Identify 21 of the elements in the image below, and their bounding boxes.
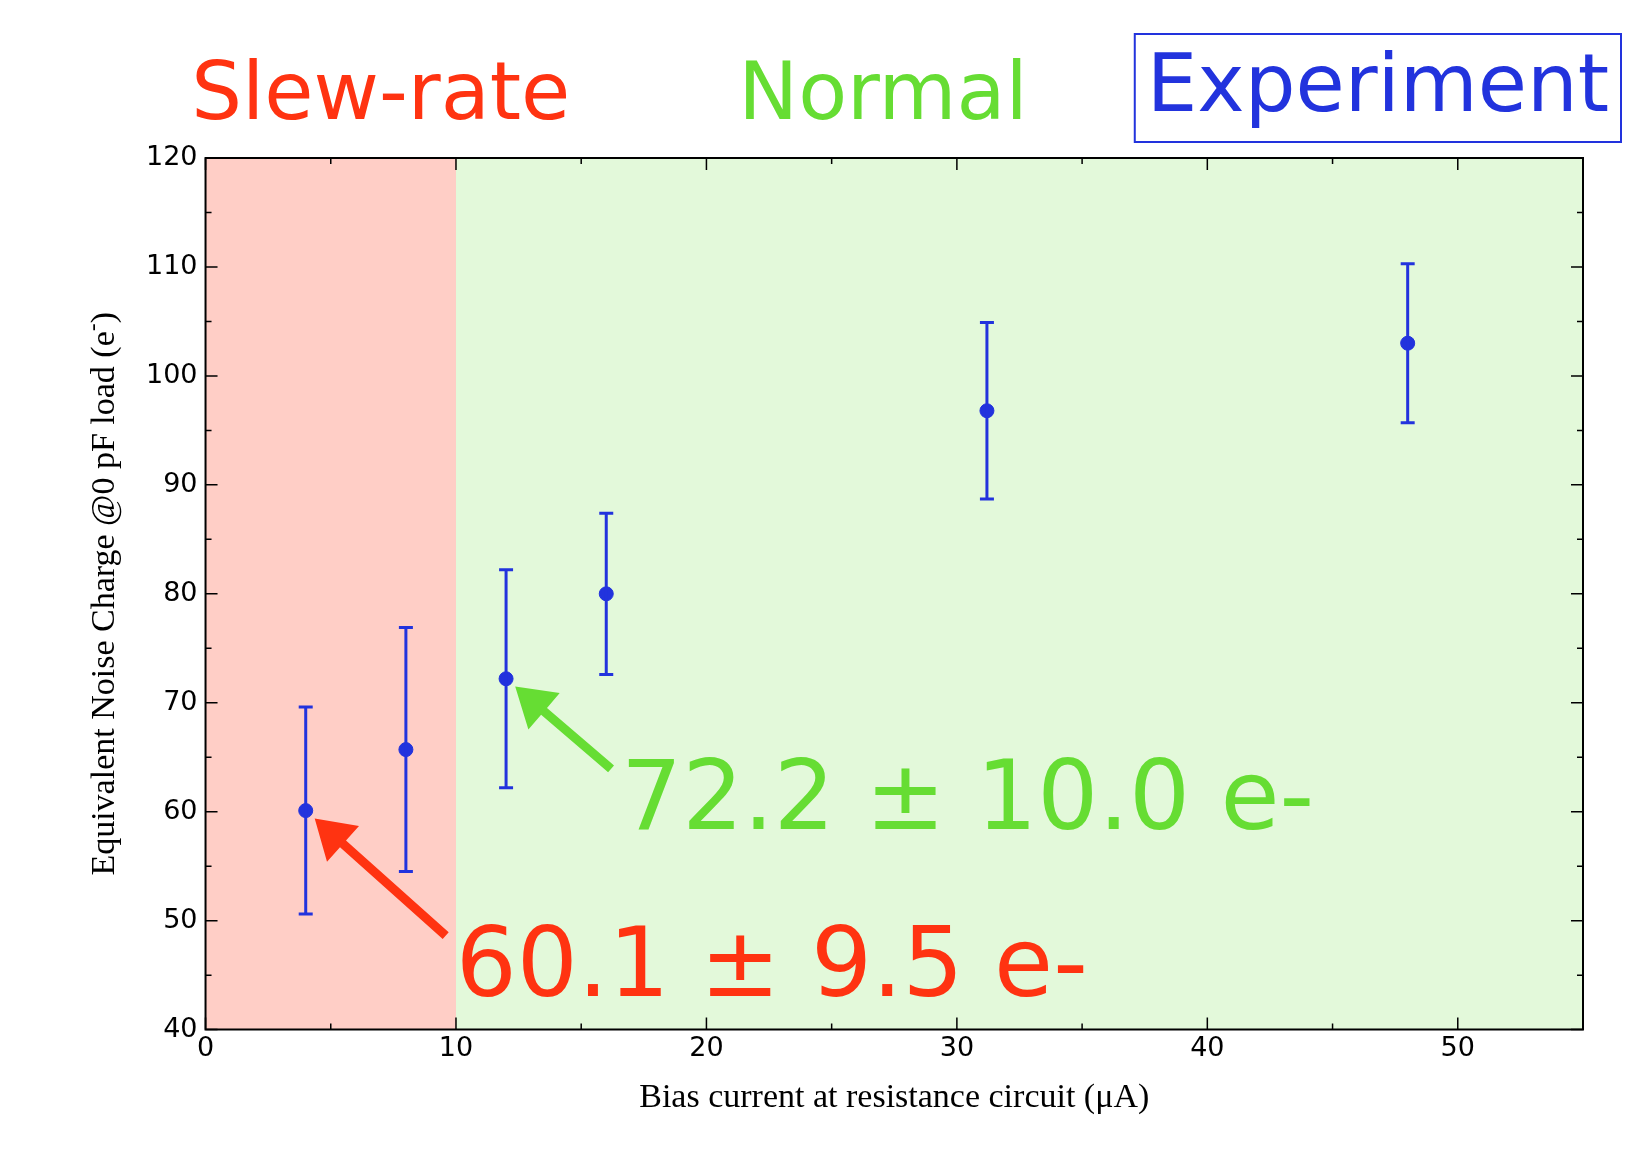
x-tick-label: 10 [438, 1030, 474, 1062]
text: Experiment [1146, 36, 1610, 130]
band-label: Slew-rate [191, 44, 571, 138]
y-tick-label: 50 [163, 902, 198, 934]
y-tick-label: 120 [145, 140, 198, 172]
x-tick-label: 0 [196, 1030, 215, 1062]
band-label: Normal [738, 44, 1028, 138]
y-axis-title: Equivalent Noise Charge @0 pF load (e-) [78, 312, 123, 876]
y-tick-label: 60 [163, 793, 198, 825]
y-tick-label: 80 [163, 575, 198, 607]
x-tick-label: 40 [1190, 1030, 1225, 1062]
x-axis-title: Bias current at resistance circuit (μA) [639, 1076, 1150, 1115]
annotation: 60.1 ± 9.5 e- [455, 906, 1088, 1019]
x-tick-label: 50 [1440, 1030, 1475, 1062]
y-tick-label: 70 [163, 684, 198, 716]
y-tick-label: 90 [163, 466, 198, 498]
annotation: 72.2 ± 10.0 e- [621, 739, 1315, 852]
x-tick-label: 20 [689, 1030, 724, 1062]
x-tick-label: 30 [939, 1030, 975, 1062]
y-tick-label: 110 [145, 248, 198, 280]
y-tick-label: 100 [145, 357, 198, 389]
